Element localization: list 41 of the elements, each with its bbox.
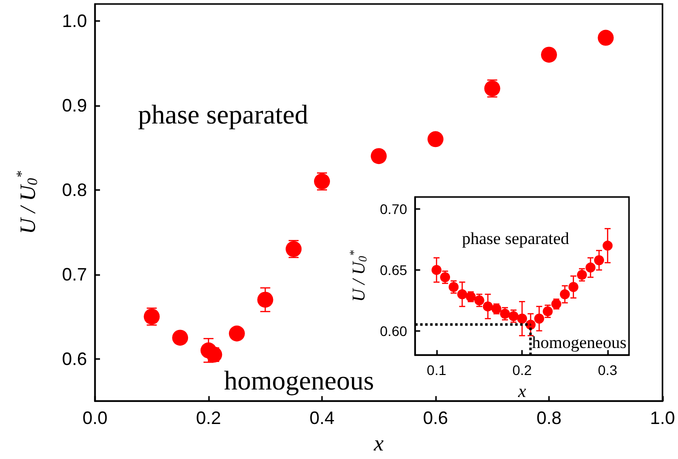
y-tick-label: 0.7 [62,264,87,284]
point [594,255,604,266]
y-tick-label: 0.70 [380,201,408,218]
point [457,289,468,300]
y-tick-label: 0.65 [380,262,408,278]
point [370,148,387,164]
point [257,292,274,308]
point [602,240,613,251]
point [560,289,570,300]
point [432,264,442,275]
point [586,262,596,273]
point [541,46,557,63]
x-tick-label: 0.4 [309,408,335,428]
point [568,282,578,292]
point [598,30,614,46]
x-tick-label: 0.8 [536,408,562,428]
x-axis-title: x [372,430,384,456]
x-tick-label: 0.0 [82,408,108,428]
point [534,314,544,324]
x-axis-title: x [517,381,526,401]
y-axis-title: U / U0* [348,250,370,302]
point [482,301,493,312]
annotation: phase separated [462,229,570,248]
point [172,330,188,346]
x-tick-label: 1.0 [650,408,676,428]
annotation: homogeneous [224,366,374,396]
annotation: homogeneous [532,333,626,352]
x-tick-label: 0.2 [196,408,222,428]
point [517,314,528,324]
point [228,326,245,342]
x-tick-label: 0.1 [426,362,446,378]
point [428,131,444,148]
x-tick-label: 0.2 [512,362,532,378]
y-tick-label: 0.9 [62,95,87,116]
y-axis-title: U / U0* [14,170,41,234]
x-tick-label: 0.3 [598,362,618,378]
y-tick-label: 1.0 [62,10,87,31]
x-tick-label: 0.6 [422,408,448,428]
y-tick-label: 0.8 [62,180,87,200]
y-tick-label: 0.60 [380,322,408,339]
annotation: phase separated [138,100,309,130]
